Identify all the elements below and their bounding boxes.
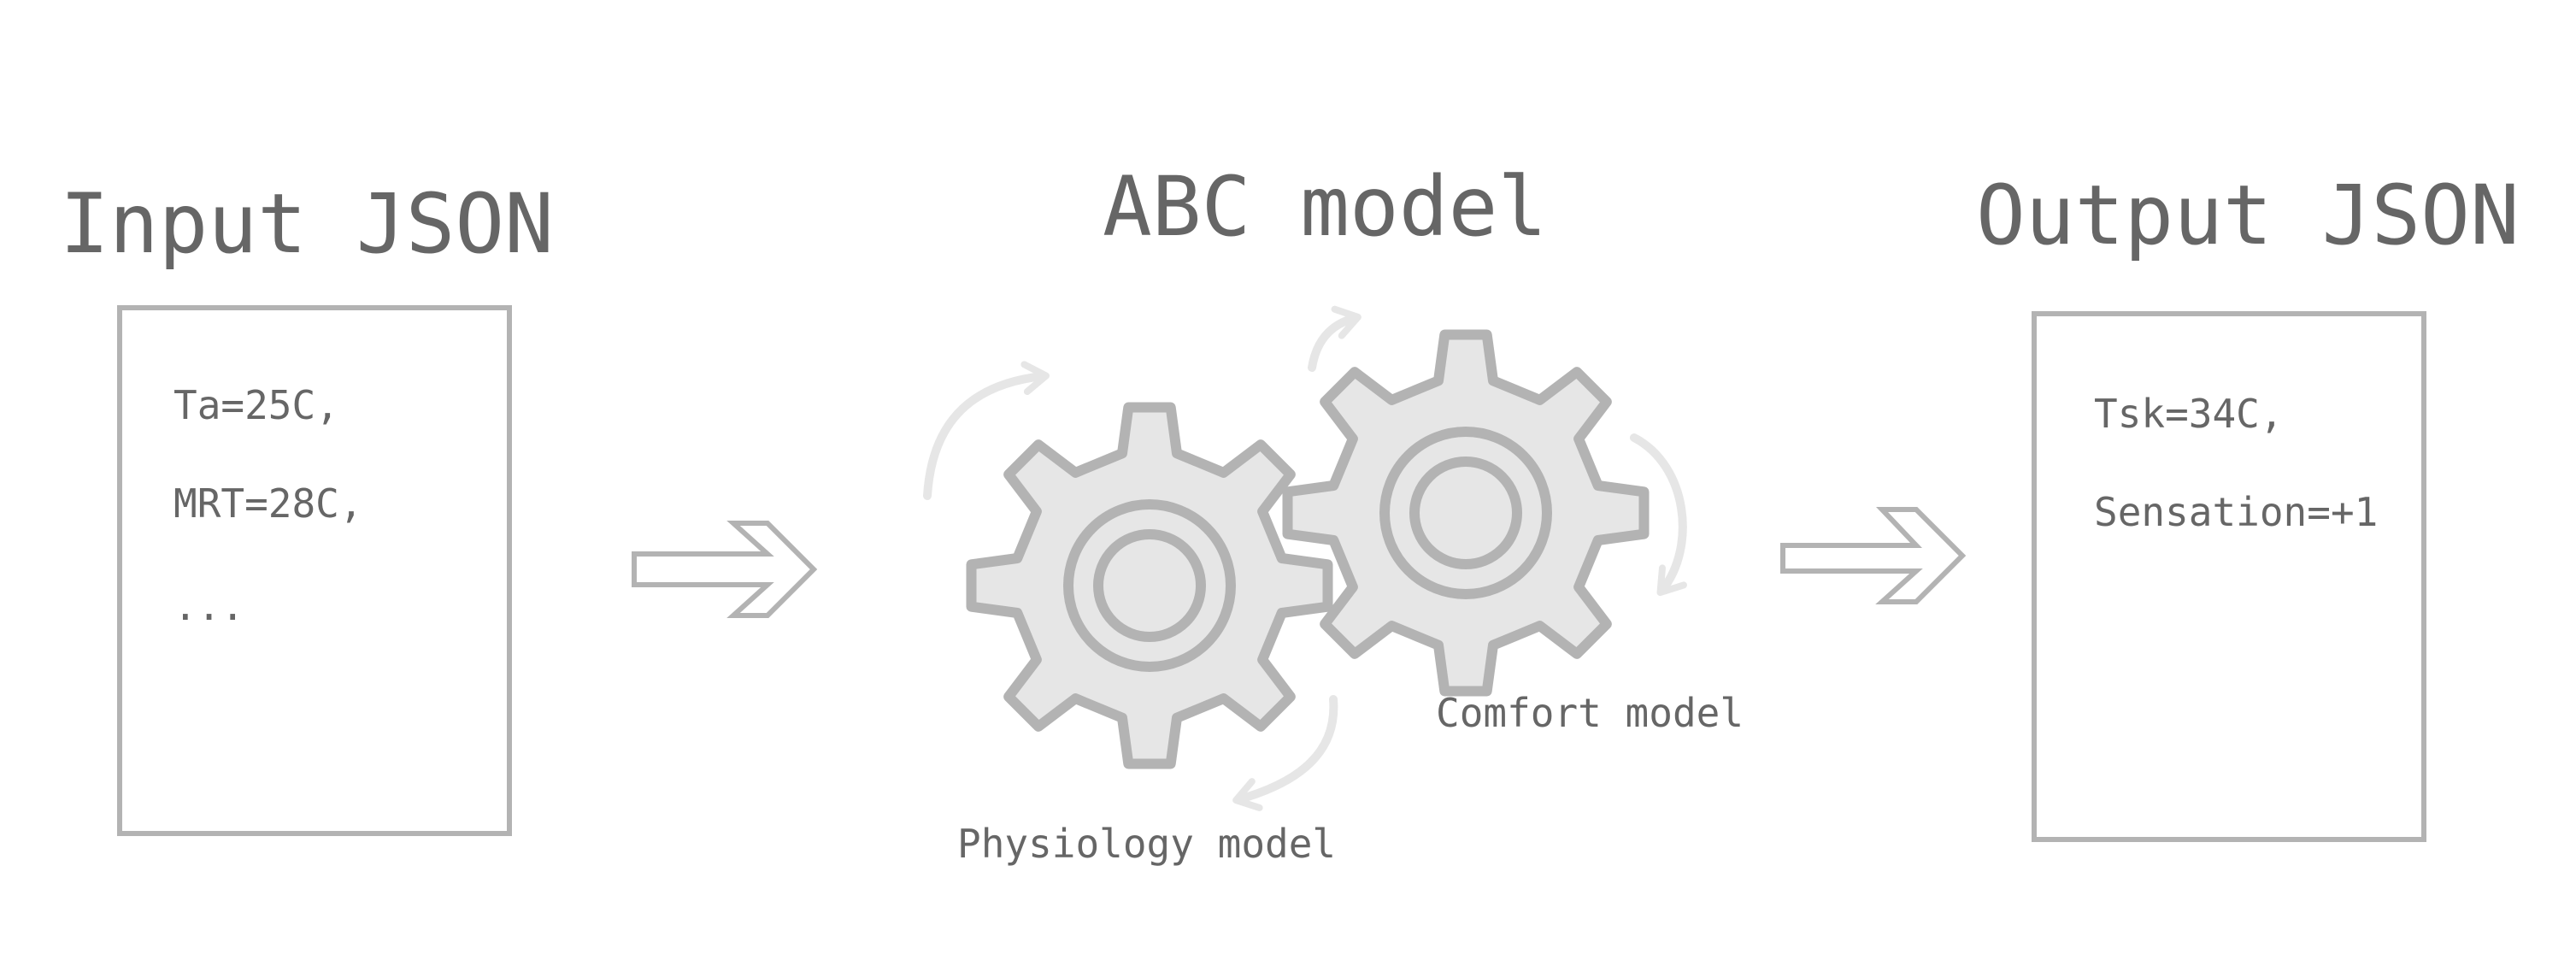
gear-icon [1282, 329, 1650, 697]
input-line-3: ... [173, 583, 244, 629]
model-title: ABC model [1103, 159, 1547, 255]
physiology-model-label: Physiology model [957, 821, 1336, 867]
gear-icon [966, 402, 1333, 769]
input-line-2: MRT=28C, [173, 480, 363, 527]
output-line-1: Tsk=34C, [2094, 391, 2284, 437]
right-arrow-icon [1780, 507, 1967, 604]
rotation-arrow-icon [1232, 695, 1338, 811]
output-title: Output JSON [1976, 168, 2520, 263]
input-line-1: Ta=25C, [173, 382, 339, 428]
output-document [2032, 311, 2426, 842]
input-title: Input JSON [60, 176, 554, 272]
right-arrow-icon [632, 521, 818, 618]
gear-inner-ring [1409, 456, 1522, 569]
rotation-arrow-icon [1308, 305, 1362, 372]
rotation-arrow-icon [923, 361, 1050, 500]
gear-inner-ring [1093, 529, 1206, 642]
input-document [117, 305, 512, 836]
comfort-model-label: Comfort model [1436, 690, 1744, 736]
output-line-2: Sensation=+1 [2094, 489, 2378, 535]
rotation-arrow-icon [1630, 433, 1687, 597]
